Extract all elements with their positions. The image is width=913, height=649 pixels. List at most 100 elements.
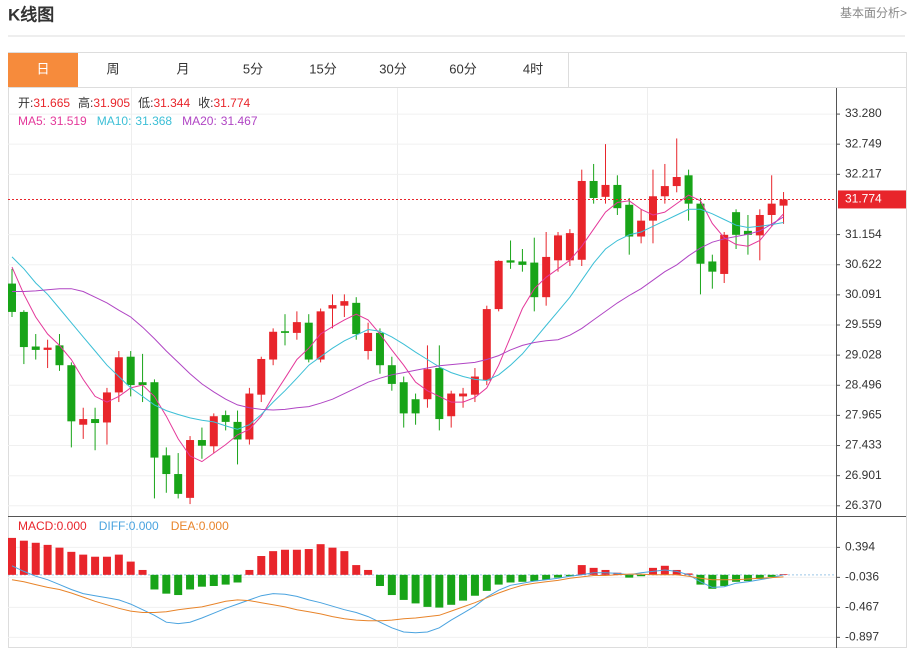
candle-body [55,345,64,366]
candle-body [720,234,729,274]
legend-name: MA10: [97,114,132,128]
tab-label[interactable]: 15分 [309,61,336,76]
macd-legend: MACD:0.000 DIFF:0.000 DEA:0.000 [18,519,229,533]
candle-body [138,382,147,386]
y-tick-label: 32.749 [845,136,882,150]
tab-label[interactable]: 30分 [379,61,406,76]
tab[interactable] [8,53,78,87]
tab[interactable] [358,53,428,87]
tab[interactable] [218,53,288,87]
indicator-line [11,194,784,463]
candle-body [245,393,254,440]
y-tick-label: 33.280 [845,106,882,120]
candle-body [269,331,278,360]
macd-bar [19,540,28,575]
candle-body [601,184,610,197]
macd-bar [352,565,361,575]
candle-body [755,214,764,236]
y-tick-label: 29.559 [845,317,882,331]
legend-value: 31.519 [50,114,87,128]
tab[interactable] [288,53,358,87]
candle-body [162,455,171,475]
macd-bar [459,574,468,601]
candle-body [67,365,76,422]
candle-body [91,419,100,424]
candle-body [174,474,183,494]
macd-bar [91,556,100,575]
macd-bar [672,569,681,575]
tab-label[interactable]: 60分 [449,61,476,76]
macd-bar [720,574,729,586]
candle-body [732,212,741,235]
macd-bar [732,574,741,582]
tab[interactable] [428,53,498,87]
last-price-label: 31.774 [845,192,882,206]
legend-name: DEA:0.000 [171,519,229,533]
fundamental-link[interactable]: 基本面分析> [840,6,907,20]
macd-bar [637,574,646,577]
candle-body [423,369,432,400]
candle-body [233,421,242,440]
y-tick-label: 27.965 [845,408,882,422]
y-tick-label: -0.467 [845,600,879,614]
tab-label[interactable]: 5分 [243,61,263,76]
macd-bar [31,542,40,575]
legend-value: 31.368 [135,114,172,128]
tab[interactable] [148,53,218,87]
macd-bar [399,574,408,600]
candle-body [304,322,313,360]
tab-label[interactable]: 日 [36,61,49,76]
tab-label[interactable]: 周 [106,61,119,76]
macd-bar [150,574,159,590]
candle-body [257,358,266,395]
y-tick-label: -0.897 [845,630,879,644]
macd-bar [364,569,373,575]
candle-body [411,399,420,414]
candle-body [375,332,384,366]
y-tick-label: 30.622 [845,257,882,271]
candle-body [150,382,159,458]
chart-frame [8,52,907,648]
macd-bar [767,574,776,577]
macd-bar [55,547,64,575]
candle-body [435,368,444,420]
candle-body [197,440,206,446]
candle-body [613,184,622,209]
macd-bar [245,569,254,575]
macd-bar [589,567,598,575]
y-tick-label: -0.036 [845,570,879,584]
candle-body [506,260,515,263]
tab[interactable] [78,53,148,87]
macd-bar [423,574,432,607]
indicator-line [11,565,784,634]
tab-label[interactable]: 4时 [523,61,543,76]
readout-value: 31.344 [153,96,190,110]
candle-body [79,419,88,425]
macd-bar [506,574,515,583]
macd-bar [435,574,444,608]
legend-name: MA5: [18,114,46,128]
widget-title: K线图 [8,4,54,24]
candle-body [281,331,290,333]
macd-bar [138,569,147,575]
macd-bar [316,544,325,575]
candle-body [364,332,373,352]
macd-bar [126,561,135,575]
macd-bar [755,574,764,580]
tab-label[interactable]: 月 [176,61,189,76]
macd-bar [281,549,290,575]
tab[interactable] [498,53,568,87]
candle-body [482,309,491,381]
y-tick-label: 26.370 [845,498,882,512]
readout-value: 31.774 [213,96,250,110]
macd-bar [411,574,420,604]
candle-body [316,311,325,360]
macd-bar [708,574,717,589]
macd-bar [8,537,16,575]
candle-body [554,235,563,261]
legend-name: DIFF:0.000 [99,519,159,533]
candle-body [648,196,657,221]
y-tick-label: 27.433 [845,438,882,452]
readout-label: 收: [198,96,213,110]
